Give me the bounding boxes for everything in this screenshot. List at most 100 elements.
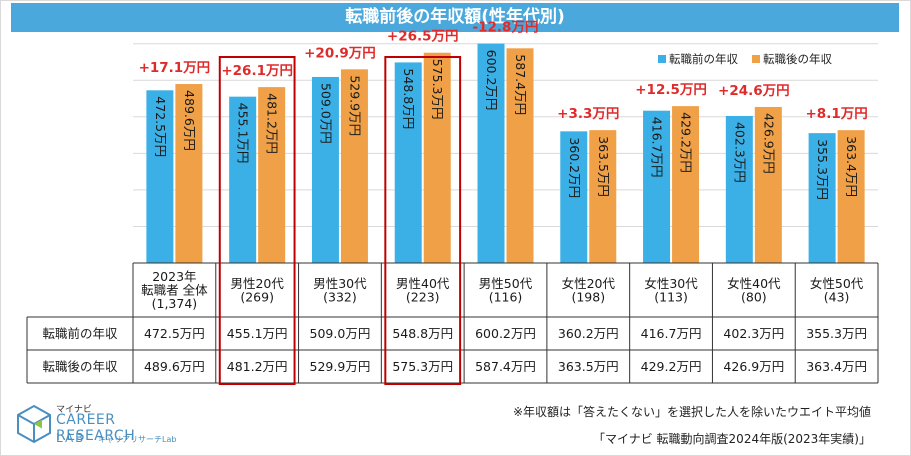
bar-after [175,84,203,263]
logo-career-research: CAREER RESEARCH [56,412,136,444]
table-cell: 402.3万円 [723,326,784,341]
difference-label: +17.1万円 [139,60,211,76]
bar-label-before: 455.1万円 [236,103,251,164]
bar-before [146,90,174,264]
source-note: 「マイナビ 転職動向調査2024年版(2023年実績)」 [592,432,871,446]
bar-before [311,76,339,263]
bar-before [808,133,836,263]
bar-after [672,106,700,263]
bar-label-before: 416.7万円 [650,117,665,178]
category-label: 男性20代 [230,276,284,291]
table-cell: 429.2万円 [641,359,702,374]
legend-swatch-before [658,55,666,63]
table-cell: 363.5万円 [558,359,619,374]
bar-after [258,87,286,263]
table-cell: 548.8万円 [392,326,453,341]
category-label: (332) [323,289,357,304]
difference-label: +20.9万円 [304,45,376,61]
footnote: ※年収額は「答えたくない」を選択した人を除いたウエイト平均値 [512,405,871,419]
bar-after [589,130,617,263]
bar-label-after: 426.9万円 [761,113,776,174]
category-label: 女性20代 [562,276,616,291]
table-cell: 575.3万円 [392,359,453,374]
table-cell: 587.4万円 [475,359,536,374]
table-cell: 600.2万円 [475,326,536,341]
table-cell: 472.5万円 [144,326,205,341]
bar-label-after: 481.2万円 [265,93,280,154]
bar-label-after: 575.3万円 [430,59,445,120]
table-cell: 455.1万円 [227,326,288,341]
category-label: 男性40代 [396,276,450,291]
bar-label-after: 489.6万円 [182,90,197,151]
difference-label: +12.5万円 [635,82,707,98]
bar-after [506,48,534,264]
bar-label-before: 472.5万円 [153,96,168,157]
category-label: (116) [489,289,523,304]
category-label: (80) [741,289,767,304]
table-cell: 481.2万円 [227,359,288,374]
difference-label: +24.6万円 [718,83,790,99]
category-label: 転職者 全体 [141,283,208,298]
bar-label-after: 587.4万円 [513,54,528,115]
bar-before [477,43,505,264]
logo-kana: キャリアリサーチLab [98,435,177,444]
category-label: (223) [406,289,440,304]
category-label: 女性30代 [644,276,698,291]
bar-label-after: 429.2万円 [679,112,694,173]
category-label: 男性30代 [313,276,367,291]
table-cell: 355.3万円 [806,326,867,341]
bar-after [340,69,368,263]
bar-label-before: 509.0万円 [318,83,333,144]
legend-swatch-after [752,55,760,63]
bar-after [754,106,782,263]
bar-before [725,115,753,263]
table-row-label: 転職前の年収 [42,326,118,341]
bar-label-before: 402.3万円 [732,122,747,183]
bar-label-after: 363.4万円 [844,136,859,197]
table-cell: 416.7万円 [641,326,702,341]
highlight-box [218,56,296,385]
bar-after [423,52,451,264]
chart-title: 転職前後の年収額(性年代別) [11,3,899,32]
category-label: 2023年 [152,269,196,284]
highlight-box [384,56,462,385]
table-cell: 529.9万円 [310,359,371,374]
cube-logo-icon [17,404,51,444]
category-label: (269) [240,289,274,304]
logo-lab: LAB [56,431,86,445]
bar-before [643,110,671,263]
bar-after [837,130,865,263]
difference-label: +26.5万円 [387,29,459,45]
bar-before [560,131,588,263]
bar-label-before: 355.3万円 [815,139,830,200]
category-label: (1,374) [152,296,198,311]
bar-label-before: 360.2万円 [567,137,582,198]
difference-label: +8.1万円 [805,106,867,122]
bar-label-before: 548.8万円 [401,68,416,129]
table-cell: 426.9万円 [723,359,784,374]
table-cell: 489.6万円 [144,359,205,374]
table-cell: 509.0万円 [310,326,371,341]
bar-label-after: 529.9万円 [347,75,362,136]
career-research-lab-logo: マイナビ CAREER RESEARCH LAB キャリアリサーチLab [14,402,184,450]
category-label: 男性50代 [479,276,533,291]
bar-before [394,62,422,263]
bar-before [229,96,257,263]
bar-label-after: 363.5万円 [596,136,611,197]
difference-label: +3.3万円 [557,106,619,122]
category-label: (43) [824,289,850,304]
category-label: (198) [571,289,605,304]
legend-label-before: 転職前の年収 [669,52,738,66]
bar-label-before: 600.2万円 [484,50,499,111]
category-label: 女性50代 [810,276,864,291]
difference-label: +26.1万円 [221,63,293,79]
legend-label-after: 転職後の年収 [763,52,832,66]
difference-label: -12.8万円 [473,20,539,36]
category-label: 女性40代 [727,276,781,291]
table-cell: 360.2万円 [558,326,619,341]
category-label: (113) [654,289,688,304]
logo-mynavi: マイナビ [56,405,92,415]
table-row-label: 転職後の年収 [42,359,118,374]
table-cell: 363.4万円 [806,359,867,374]
